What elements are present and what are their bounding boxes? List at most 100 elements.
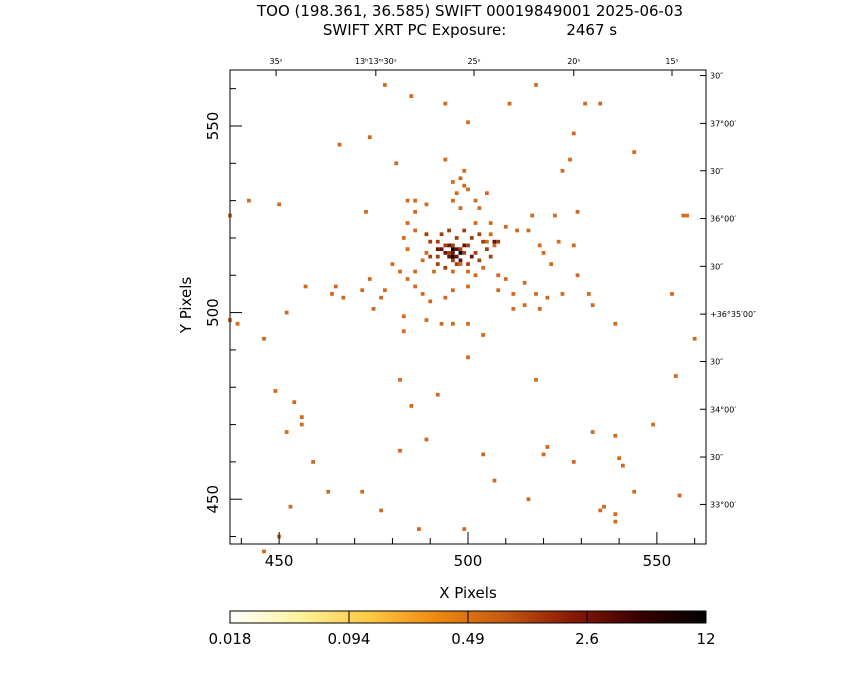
colorbar-label: 0.094 (328, 630, 371, 648)
count-pixel-low (432, 269, 436, 274)
count-pixel-low (613, 512, 618, 517)
count-pixel-low (303, 284, 308, 289)
count-pixel-low (398, 448, 402, 453)
count-pixel-mid (435, 239, 440, 244)
count-pixel-low (466, 321, 470, 326)
count-pixel-low (545, 445, 550, 449)
colorbar: 0.018 0.094 0.49 2.6 12 (209, 610, 716, 648)
count-pixel-low (511, 292, 516, 296)
count-pixel-low (481, 333, 485, 337)
count-pixel-low (390, 262, 395, 266)
count-pixel-mid (469, 236, 474, 240)
count-pixel-low (537, 307, 542, 311)
count-pixel-mid (496, 239, 501, 244)
count-pixel-low (413, 209, 417, 214)
count-pixel-low (651, 422, 655, 427)
ra-tick-label: 20ˢ (567, 57, 580, 66)
count-pixel-low (398, 269, 402, 274)
count-pixel-low (443, 101, 448, 106)
count-pixel-low (530, 213, 535, 218)
count-pixel-low (458, 262, 463, 266)
count-pixel-low (571, 460, 576, 464)
count-pixel-peak (451, 254, 455, 259)
y-tick-label: 450 (204, 485, 222, 514)
count-pixel-high (462, 243, 467, 248)
ra-tick-label: 25ˢ (467, 57, 480, 66)
count-pixel-low (413, 269, 417, 274)
count-pixel-low (587, 292, 591, 296)
count-pixel-low (692, 336, 697, 341)
count-pixel-low (590, 430, 595, 434)
count-pixel-low (526, 228, 531, 233)
count-pixel-low (420, 258, 425, 263)
count-pixel-low (424, 318, 429, 322)
count-pixel-high (435, 247, 440, 252)
count-pixel-low (424, 251, 429, 255)
count-pixel-mid (451, 243, 455, 248)
count-pixel-low (485, 239, 489, 244)
count-pixel-low (681, 213, 686, 218)
count-pixel-low (413, 284, 417, 289)
count-pixel-low (462, 183, 467, 188)
count-pixel-mid (488, 254, 493, 259)
count-pixel-low (420, 292, 425, 296)
count-pixel-low (405, 277, 410, 281)
count-pixel-low (485, 191, 489, 196)
count-pixel-low (541, 452, 546, 457)
count-pixel-low (379, 508, 383, 513)
count-pixel-low (496, 273, 501, 278)
count-pixel-low (462, 168, 467, 173)
count-pixel-high (447, 243, 451, 248)
x-tick-label: 550 (643, 552, 672, 570)
count-pixel-low (454, 191, 459, 196)
count-pixel-low (515, 228, 519, 233)
count-pixel-low (481, 265, 485, 270)
ra-tick-label: 15ˢ (665, 57, 678, 66)
count-pixel-low (466, 355, 470, 360)
count-pixels (228, 83, 697, 554)
count-pixel-low (477, 206, 482, 210)
y-tick-label: 550 (204, 112, 222, 141)
count-pixel-low (458, 206, 463, 210)
count-pixel-high (443, 251, 448, 255)
ra-tick-label: 13ʰ13ᵐ30ˢ (355, 57, 397, 66)
count-pixel-low (262, 549, 266, 554)
count-pixel-low (492, 243, 497, 248)
dec-tick-label: 37°00′ (710, 119, 736, 128)
count-pixel-low (481, 452, 485, 457)
count-pixel-low (367, 277, 372, 281)
count-pixel-low (371, 307, 376, 311)
count-pixel-mid (454, 236, 459, 240)
count-pixel-low (488, 221, 493, 225)
count-pixel-low (670, 292, 674, 296)
count-pixel-low (299, 415, 304, 419)
count-pixel-low (590, 303, 595, 307)
count-pixel-low (462, 527, 467, 531)
count-pixel-low (511, 307, 516, 311)
count-pixel-low (443, 295, 448, 300)
count-pixel-low (273, 389, 278, 393)
count-pixel-low (262, 336, 266, 341)
count-pixel-mid (458, 247, 463, 252)
count-pixel-peak (451, 247, 455, 252)
dec-tick-label: 30″ (710, 167, 723, 176)
count-pixel-low (541, 251, 546, 255)
count-pixel-low (364, 209, 368, 214)
count-pixel-low (341, 295, 346, 300)
count-pixel-mid (424, 232, 429, 237)
count-pixel-low (583, 101, 587, 106)
count-pixel-low (360, 489, 365, 494)
count-pixel-low (522, 303, 527, 307)
count-pixel-low (409, 404, 414, 408)
count-pixel-low (458, 176, 463, 181)
count-pixel-low (235, 321, 240, 326)
count-pixel-mid (443, 265, 448, 270)
count-pixel-low (575, 209, 580, 214)
dec-tick-label: 36°00′ (710, 215, 736, 224)
ra-tick-label: 35ˢ (270, 57, 283, 66)
count-pixel-mid (466, 243, 470, 248)
x-tick-label: 500 (454, 552, 483, 570)
exposure-value: 2467 s (566, 21, 618, 39)
count-pixel-low (473, 198, 478, 203)
